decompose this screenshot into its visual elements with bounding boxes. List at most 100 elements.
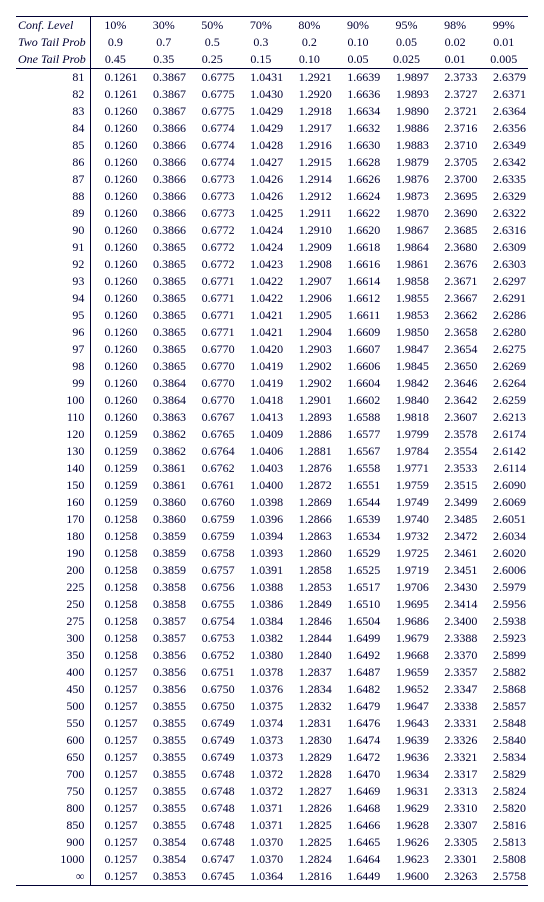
data-cell: 1.0370 [237, 834, 286, 851]
table-body: 810.12610.38670.67751.04311.29211.66391.… [16, 69, 528, 886]
data-cell: 0.3859 [139, 545, 188, 562]
row-index: 750 [16, 783, 91, 800]
table-row: 890.12600.38660.67731.04251.29111.66221.… [16, 205, 528, 222]
row-index: 83 [16, 103, 91, 120]
data-cell: 0.1259 [91, 477, 140, 494]
data-cell: 1.6534 [334, 528, 383, 545]
data-cell: 0.1258 [91, 511, 140, 528]
header-cell: 0.02 [431, 34, 480, 51]
data-cell: 1.0418 [237, 392, 286, 409]
table-row: 4000.12570.38560.67511.03781.28371.64871… [16, 664, 528, 681]
data-cell: 1.2831 [285, 715, 334, 732]
data-cell: 2.5808 [479, 851, 528, 868]
table-row: 1700.12580.38600.67591.03961.28661.65391… [16, 511, 528, 528]
row-index: 150 [16, 477, 91, 494]
header-cell: 30% [139, 17, 188, 35]
data-cell: 1.2904 [285, 324, 334, 341]
data-cell: 1.9647 [382, 698, 431, 715]
data-cell: 1.0374 [237, 715, 286, 732]
data-cell: 2.6316 [479, 222, 528, 239]
data-cell: 0.6757 [188, 562, 237, 579]
data-cell: 2.3430 [431, 579, 480, 596]
table-row: 10000.12570.38540.67471.03701.28241.6464… [16, 851, 528, 868]
table-row: 900.12600.38660.67721.04241.29101.66201.… [16, 222, 528, 239]
data-cell: 0.3867 [139, 103, 188, 120]
data-cell: 2.3650 [431, 358, 480, 375]
data-cell: 0.6748 [188, 783, 237, 800]
data-cell: 1.0421 [237, 307, 286, 324]
data-cell: 1.9818 [382, 409, 431, 426]
data-cell: 2.3331 [431, 715, 480, 732]
data-cell: 1.9771 [382, 460, 431, 477]
table-row: 6500.12570.38550.67491.03731.28291.64721… [16, 749, 528, 766]
data-cell: 0.6773 [188, 171, 237, 188]
data-cell: 2.6280 [479, 324, 528, 341]
data-cell: 1.9842 [382, 375, 431, 392]
data-cell: 1.9845 [382, 358, 431, 375]
data-cell: 1.6544 [334, 494, 383, 511]
data-cell: 0.6745 [188, 868, 237, 886]
data-cell: 0.6759 [188, 528, 237, 545]
data-cell: 2.3305 [431, 834, 480, 851]
data-cell: 1.6499 [334, 630, 383, 647]
data-cell: 2.6090 [479, 477, 528, 494]
row-index: 86 [16, 154, 91, 171]
header-cell: 95% [382, 17, 431, 35]
one-tail-label: One Tail Prob [16, 51, 91, 69]
data-cell: 2.6069 [479, 494, 528, 511]
row-index: 92 [16, 256, 91, 273]
data-cell: 1.2872 [285, 477, 334, 494]
data-cell: 2.3646 [431, 375, 480, 392]
data-cell: 1.6630 [334, 137, 383, 154]
data-cell: 0.1261 [91, 69, 140, 87]
table-row: 5000.12570.38550.67501.03751.28321.64791… [16, 698, 528, 715]
data-cell: 0.3855 [139, 715, 188, 732]
data-cell: 1.6449 [334, 868, 383, 886]
data-cell: 2.3705 [431, 154, 480, 171]
data-cell: 2.6322 [479, 205, 528, 222]
data-cell: 1.0427 [237, 154, 286, 171]
data-cell: 2.5882 [479, 664, 528, 681]
data-cell: 0.6774 [188, 154, 237, 171]
header-cell: 0.35 [139, 51, 188, 69]
data-cell: 0.1257 [91, 749, 140, 766]
data-cell: 0.1257 [91, 783, 140, 800]
data-cell: 0.1260 [91, 409, 140, 426]
data-cell: 0.6775 [188, 103, 237, 120]
table-row: 840.12600.38660.67741.04291.29171.66321.… [16, 120, 528, 137]
data-cell: 1.9861 [382, 256, 431, 273]
table-row: 7500.12570.38550.67481.03721.28271.64691… [16, 783, 528, 800]
row-index: 96 [16, 324, 91, 341]
data-cell: 1.2828 [285, 766, 334, 783]
data-cell: 1.6634 [334, 103, 383, 120]
data-cell: 2.5868 [479, 681, 528, 698]
data-cell: 1.0394 [237, 528, 286, 545]
data-cell: 1.6472 [334, 749, 383, 766]
data-cell: 1.2905 [285, 307, 334, 324]
row-index: 97 [16, 341, 91, 358]
data-cell: 1.2902 [285, 358, 334, 375]
data-cell: 0.3856 [139, 647, 188, 664]
data-cell: 1.6636 [334, 86, 383, 103]
data-cell: 1.9706 [382, 579, 431, 596]
data-cell: 0.1257 [91, 800, 140, 817]
table-row: 1400.12590.38610.67621.04031.28761.65581… [16, 460, 528, 477]
data-cell: 0.1260 [91, 205, 140, 222]
data-cell: 0.6752 [188, 647, 237, 664]
row-index: 94 [16, 290, 91, 307]
data-cell: 1.2917 [285, 120, 334, 137]
data-cell: 1.2866 [285, 511, 334, 528]
data-cell: 1.0424 [237, 222, 286, 239]
data-cell: 2.6142 [479, 443, 528, 460]
data-cell: 0.6761 [188, 477, 237, 494]
data-cell: 0.6759 [188, 511, 237, 528]
data-cell: 1.2840 [285, 647, 334, 664]
data-cell: 0.3863 [139, 409, 188, 426]
data-cell: 1.9639 [382, 732, 431, 749]
data-cell: 2.3680 [431, 239, 480, 256]
data-cell: 0.3866 [139, 137, 188, 154]
row-index: 190 [16, 545, 91, 562]
data-cell: 1.0419 [237, 375, 286, 392]
header-cell: 0.5 [188, 34, 237, 51]
data-cell: 1.2915 [285, 154, 334, 171]
